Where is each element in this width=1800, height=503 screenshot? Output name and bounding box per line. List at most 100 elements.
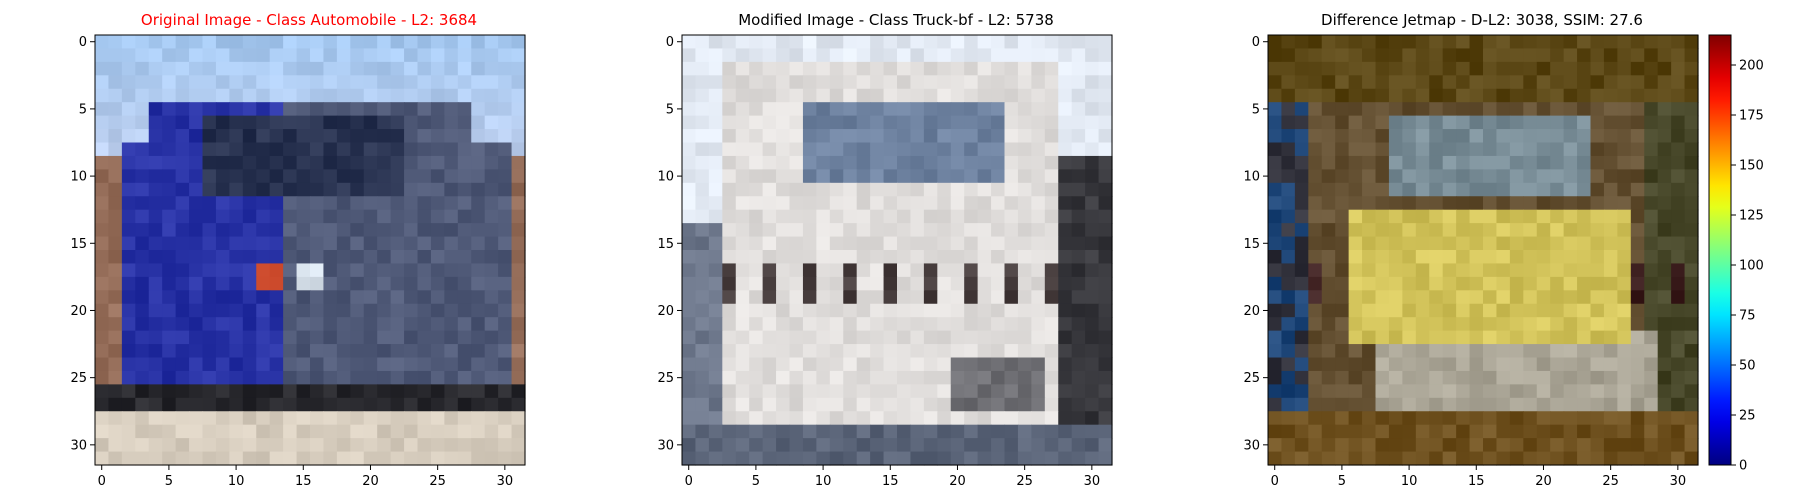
image-pixel bbox=[1577, 357, 1592, 372]
image-pixel bbox=[484, 75, 499, 90]
image-pixel bbox=[1308, 330, 1323, 345]
image-pixel bbox=[457, 236, 472, 251]
image-pixel bbox=[1362, 88, 1377, 103]
image-pixel bbox=[350, 290, 365, 305]
image-pixel bbox=[1684, 317, 1699, 332]
image-pixel bbox=[189, 317, 204, 332]
image-pixel bbox=[202, 276, 217, 291]
image-pixel bbox=[95, 35, 110, 50]
image-pixel bbox=[336, 142, 351, 157]
image-pixel bbox=[430, 169, 445, 184]
image-pixel bbox=[1294, 424, 1309, 439]
image-pixel bbox=[175, 344, 190, 359]
image-pixel bbox=[350, 344, 365, 359]
image-pixel bbox=[202, 370, 217, 385]
image-pixel bbox=[323, 61, 338, 76]
image-pixel bbox=[1335, 155, 1350, 170]
image-pixel bbox=[1402, 182, 1417, 197]
image-pixel bbox=[229, 155, 244, 170]
image-pixel bbox=[1469, 344, 1484, 359]
image-pixel bbox=[1644, 182, 1659, 197]
image-pixel bbox=[1402, 250, 1417, 265]
image-pixel bbox=[1348, 88, 1363, 103]
image-pixel bbox=[283, 290, 298, 305]
image-pixel bbox=[1509, 142, 1524, 157]
image-pixel bbox=[1536, 438, 1551, 453]
image-pixel bbox=[1294, 317, 1309, 332]
image-pixel bbox=[135, 236, 150, 251]
image-pixel bbox=[377, 35, 392, 50]
image-pixel bbox=[135, 384, 150, 399]
image-pixel bbox=[1335, 182, 1350, 197]
image-pixel bbox=[95, 115, 110, 130]
image-pixel bbox=[1496, 196, 1511, 211]
image-pixel bbox=[1388, 276, 1403, 291]
image-pixel bbox=[162, 357, 177, 372]
image-pixel bbox=[1630, 223, 1645, 238]
image-pixel bbox=[498, 182, 513, 197]
image-pixel bbox=[1429, 384, 1444, 399]
image-pixel bbox=[1657, 276, 1672, 291]
image-pixel bbox=[377, 223, 392, 238]
image-pixel bbox=[1429, 424, 1444, 439]
image-pixel bbox=[1321, 344, 1336, 359]
image-pixel bbox=[404, 169, 419, 184]
image-pixel bbox=[1294, 344, 1309, 359]
image-pixel bbox=[1294, 250, 1309, 265]
image-pixel bbox=[1603, 357, 1618, 372]
image-pixel bbox=[1402, 35, 1417, 50]
image-pixel bbox=[430, 370, 445, 385]
image-pixel bbox=[310, 303, 325, 318]
image-pixel bbox=[1415, 411, 1430, 426]
image-pixel bbox=[1617, 115, 1632, 130]
image-pixel bbox=[484, 330, 499, 345]
image-pixel bbox=[242, 196, 257, 211]
image-pixel bbox=[310, 290, 325, 305]
image-pixel bbox=[1362, 397, 1377, 412]
image-pixel bbox=[1281, 397, 1296, 412]
image-pixel bbox=[1577, 209, 1592, 224]
image-pixel bbox=[283, 236, 298, 251]
image-pixel bbox=[1630, 344, 1645, 359]
image-pixel bbox=[417, 209, 432, 224]
modified-image-title: Modified Image - Class Truck-bf - L2: 57… bbox=[738, 11, 1054, 29]
image-pixel bbox=[1483, 61, 1498, 76]
image-pixel bbox=[350, 276, 365, 291]
image-pixel bbox=[242, 370, 257, 385]
image-pixel bbox=[1483, 182, 1498, 197]
image-pixel bbox=[1617, 424, 1632, 439]
image-pixel bbox=[1388, 451, 1403, 466]
image-pixel bbox=[1321, 236, 1336, 251]
image-pixel bbox=[471, 129, 486, 144]
image-pixel bbox=[1456, 263, 1471, 278]
image-pixel bbox=[1671, 397, 1686, 412]
image-pixel bbox=[1294, 115, 1309, 130]
image-pixel bbox=[1671, 438, 1686, 453]
image-pixel bbox=[1563, 223, 1578, 238]
image-pixel bbox=[1671, 142, 1686, 157]
image-pixel bbox=[377, 317, 392, 332]
image-pixel bbox=[256, 411, 271, 426]
image-pixel bbox=[471, 169, 486, 184]
image-pixel bbox=[121, 344, 136, 359]
image-pixel bbox=[1469, 317, 1484, 332]
image-pixel bbox=[1617, 357, 1632, 372]
image-pixel bbox=[1523, 169, 1538, 184]
image-pixel bbox=[1644, 303, 1659, 318]
image-pixel bbox=[108, 129, 123, 144]
image-pixel bbox=[283, 155, 298, 170]
image-pixel bbox=[1483, 397, 1498, 412]
image-pixel bbox=[457, 317, 472, 332]
image-pixel bbox=[498, 61, 513, 76]
image-pixel bbox=[363, 290, 378, 305]
image-pixel bbox=[511, 250, 526, 265]
image-pixel bbox=[1294, 397, 1309, 412]
image-pixel bbox=[1603, 35, 1618, 50]
image-pixel bbox=[1496, 424, 1511, 439]
image-pixel bbox=[1617, 397, 1632, 412]
image-pixel bbox=[1375, 370, 1390, 385]
image-pixel bbox=[1509, 303, 1524, 318]
image-pixel bbox=[484, 370, 499, 385]
image-pixel bbox=[363, 61, 378, 76]
image-pixel bbox=[310, 61, 325, 76]
